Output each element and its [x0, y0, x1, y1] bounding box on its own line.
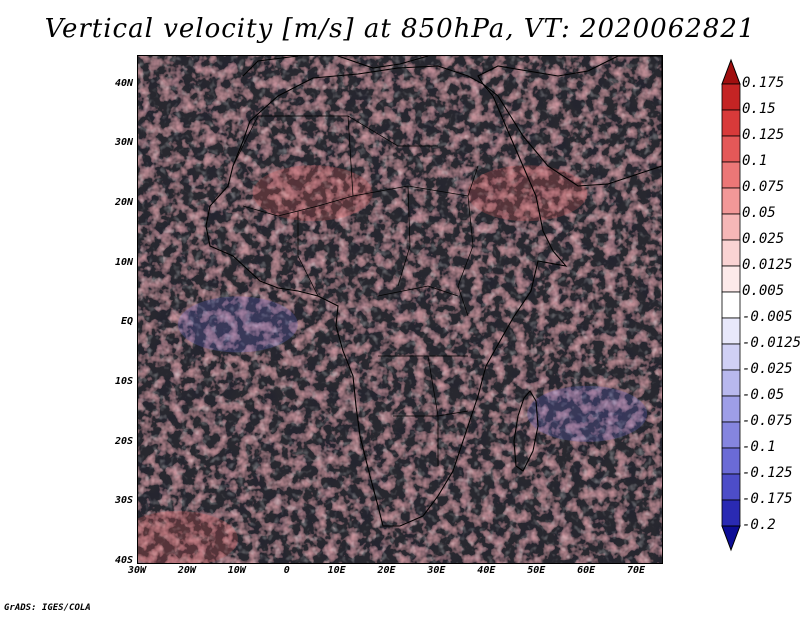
colorbar-label: 0.15	[742, 101, 776, 117]
x-tick-label: 20E	[377, 565, 396, 576]
x-tick-label: 0	[283, 565, 290, 576]
colorbar-swatch	[721, 213, 741, 241]
neutral-texture	[138, 56, 662, 563]
colorbar-bottom-arrow	[721, 525, 741, 552]
colorbar-label: 0.05	[742, 205, 776, 221]
colorbar-swatch	[721, 135, 741, 163]
colorbar-label: -0.025	[742, 361, 793, 377]
colorbar-label: 0.1	[742, 153, 768, 169]
colorbar-label: -0.1	[742, 439, 776, 455]
colorbar-swatch	[721, 447, 741, 475]
colorbar-swatch	[721, 343, 741, 371]
colorbar	[721, 58, 741, 552]
field-features	[138, 165, 648, 563]
colorbar-label: 0.025	[742, 231, 785, 247]
x-tick-label: 50E	[527, 565, 546, 576]
colorbar-label: 0.0125	[742, 257, 793, 273]
colorbar-label: 0.075	[742, 179, 785, 195]
credit-text: GrADS: IGES/COLA	[4, 603, 91, 613]
indian-ocean-subsidence	[527, 385, 648, 442]
colorbar-label: 0.005	[742, 283, 785, 299]
colorbar-swatch	[721, 187, 741, 215]
map-title: Vertical velocity [m/s] at 850hPa, VT: 2…	[44, 14, 756, 44]
colorbar-swatch	[721, 109, 741, 137]
y-tick-label: 20N	[114, 197, 133, 209]
colorbar-label: -0.125	[742, 465, 793, 481]
coastlines	[205, 56, 662, 527]
map-plot-area	[137, 55, 663, 564]
x-tick-label: 40E	[477, 565, 496, 576]
colorbar-label: -0.005	[742, 309, 793, 325]
colorbar-label: -0.175	[742, 491, 793, 507]
y-tick-label: 40S	[114, 555, 133, 566]
equatorial-atlantic-subsidence	[177, 296, 298, 353]
y-tick-label: 10N	[114, 256, 133, 268]
colorbar-swatch	[721, 369, 741, 397]
colorbar-label: 0.175	[742, 75, 785, 91]
colorbar-swatch	[721, 395, 741, 423]
y-tick-label: 20S	[114, 435, 133, 447]
africa-coastline	[205, 65, 568, 527]
colorbar-swatch	[721, 265, 741, 293]
southern-ocean-band	[138, 511, 238, 563]
arabia-coastline	[477, 56, 662, 187]
x-tick-label: 70E	[627, 565, 646, 576]
colorbar-label: -0.0125	[742, 335, 800, 351]
colorbar-swatch	[721, 83, 741, 111]
x-tick-label: 60E	[577, 565, 596, 576]
colorbar-label: -0.05	[742, 387, 785, 403]
y-tick-label: 30N	[114, 137, 133, 149]
velocity-field-map	[138, 56, 662, 563]
colorbar-swatch	[721, 421, 741, 449]
arabian-updraft	[467, 165, 588, 222]
x-tick-label: 10W	[227, 565, 246, 576]
colorbar-top-arrow	[721, 58, 741, 85]
madagascar-coastline	[513, 390, 539, 472]
colorbar-label: -0.075	[742, 413, 793, 429]
y-tick-label: 30S	[114, 495, 133, 507]
y-tick-label: EQ	[120, 316, 133, 328]
saharan-updraft-band	[252, 165, 373, 222]
colorbar-swatch	[721, 161, 741, 189]
x-tick-label: 20W	[177, 565, 196, 576]
x-tick-label: 30E	[427, 565, 446, 576]
colorbar-swatch	[721, 499, 741, 527]
colorbar-swatch	[721, 291, 741, 319]
colorbar-label: -0.2	[742, 517, 776, 533]
x-tick-label: 10E	[327, 565, 346, 576]
colorbar-label: 0.125	[742, 127, 785, 143]
country-borders	[232, 115, 479, 466]
colorbar-swatch	[721, 473, 741, 501]
x-tick-label: 30W	[127, 565, 147, 576]
colorbar-swatch	[721, 239, 741, 267]
colorbar-swatch	[721, 317, 741, 345]
y-tick-label: 10S	[114, 376, 133, 388]
europe-coastline	[242, 56, 429, 77]
y-tick-label: 40N	[114, 77, 133, 89]
